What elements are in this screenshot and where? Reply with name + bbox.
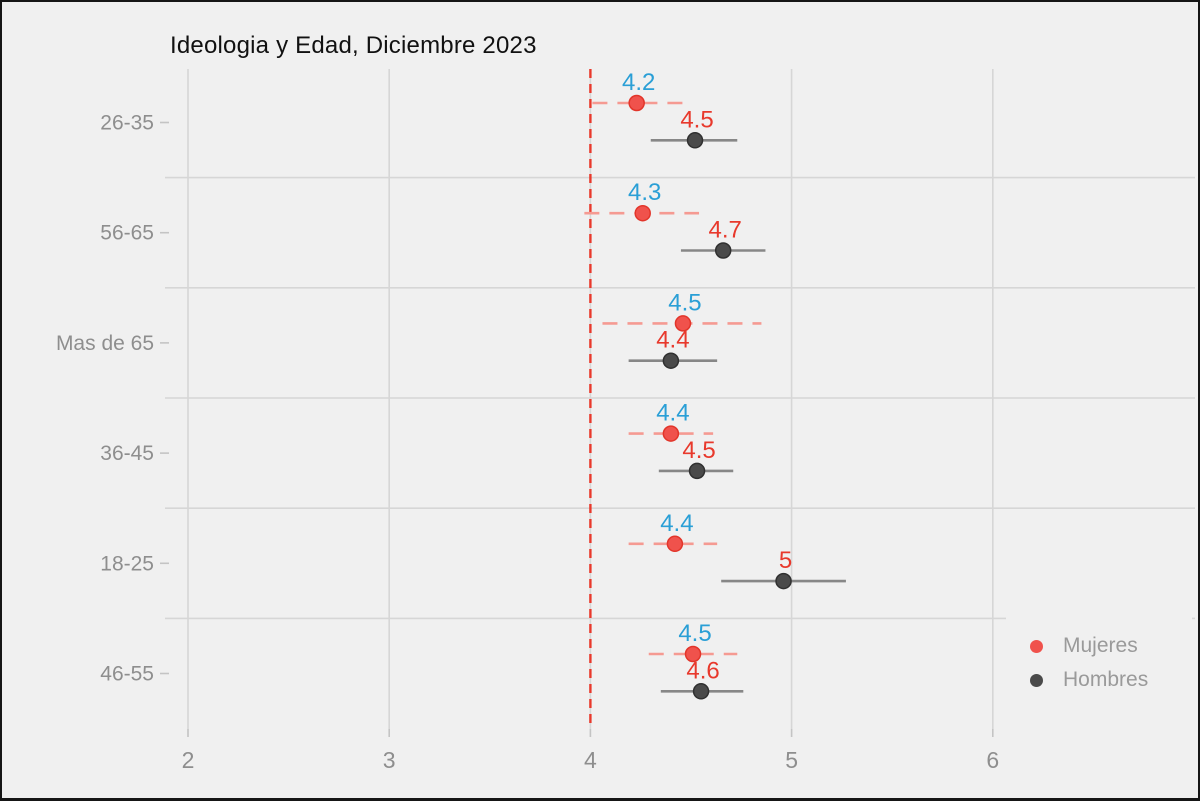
point-hombres bbox=[662, 352, 680, 369]
hombres-dot-icon bbox=[1030, 673, 1043, 687]
point-hombres bbox=[686, 132, 704, 149]
x-tick-label: 3 bbox=[383, 747, 396, 773]
legend-label-hombres: Hombres bbox=[1063, 668, 1149, 691]
point-mujeres bbox=[674, 315, 692, 332]
point-hombres bbox=[692, 683, 710, 700]
y-category-label: 56-65 bbox=[100, 222, 154, 245]
x-tick-label: 5 bbox=[785, 747, 798, 773]
value-label-hombres: 4.5 bbox=[682, 437, 715, 464]
legend-item-hombres: Hombres bbox=[1030, 668, 1192, 692]
value-label-mujeres: 4.5 bbox=[678, 620, 711, 647]
value-label-mujeres: 4.3 bbox=[628, 179, 661, 206]
x-tick-label: 2 bbox=[182, 747, 195, 773]
mujeres-dot-icon bbox=[1030, 639, 1043, 653]
value-label-hombres: 4.7 bbox=[709, 217, 742, 244]
point-hombres bbox=[688, 462, 706, 480]
y-category-label: Mas de 65 bbox=[56, 332, 154, 355]
y-category-label: 18-25 bbox=[100, 552, 154, 575]
point-hombres bbox=[714, 242, 732, 259]
legend-item-mujeres: Mujeres bbox=[1030, 634, 1192, 658]
value-label-mujeres: 4.4 bbox=[660, 510, 693, 537]
point-mujeres bbox=[634, 204, 651, 222]
chart-title: Ideologia y Edad, Diciembre 2023 bbox=[170, 32, 537, 59]
point-mujeres bbox=[662, 425, 680, 442]
value-label-mujeres: 4.5 bbox=[668, 289, 701, 316]
point-mujeres bbox=[684, 645, 702, 663]
y-category-label: 26-35 bbox=[100, 112, 154, 135]
value-label-hombres: 4.6 bbox=[686, 657, 719, 684]
value-label-hombres: 4.4 bbox=[656, 327, 689, 354]
x-tick-label: 4 bbox=[584, 747, 597, 773]
point-mujeres bbox=[666, 535, 684, 553]
value-label-hombres: 5 bbox=[779, 547, 792, 574]
value-label-mujeres: 4.4 bbox=[656, 400, 689, 427]
value-label-mujeres: 4.2 bbox=[622, 69, 655, 96]
legend: Mujeres Hombres bbox=[1006, 612, 1192, 714]
y-category-label: 36-45 bbox=[100, 442, 154, 465]
value-label-hombres: 4.5 bbox=[680, 106, 713, 133]
y-category-label: 46-55 bbox=[100, 663, 154, 686]
point-mujeres bbox=[628, 94, 645, 112]
legend-label-mujeres: Mujeres bbox=[1063, 634, 1138, 657]
point-hombres bbox=[775, 572, 792, 590]
x-tick-label: 6 bbox=[986, 747, 999, 773]
